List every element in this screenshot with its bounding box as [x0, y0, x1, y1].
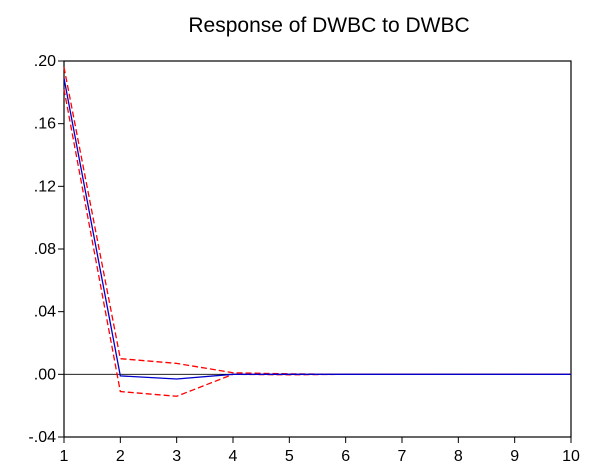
series-group	[63, 67, 571, 397]
x-tick-label: 2	[116, 448, 125, 465]
x-tick-label: 10	[562, 448, 580, 465]
series-line-upper-band	[63, 67, 571, 375]
x-tick-label: 1	[60, 448, 69, 465]
x-tick-label: 7	[398, 448, 407, 465]
series-line-lower-band	[63, 89, 571, 397]
y-tick-label: .16	[34, 116, 56, 133]
y-tick-label: .00	[34, 366, 56, 383]
y-tick-label: .20	[34, 53, 56, 70]
chart-title: Response of DWBC to DWBC	[188, 14, 469, 37]
x-tick-label: 4	[229, 448, 238, 465]
y-tick-label: .04	[34, 304, 56, 321]
series-line-response	[63, 78, 571, 380]
x-tick-label: 3	[172, 448, 181, 465]
y-tick-label: .08	[34, 241, 56, 258]
x-tick-label: 5	[285, 448, 294, 465]
y-tick-label: -.04	[28, 429, 56, 446]
y-axis: .20 .16 .12 .08 .04 .00 -.04	[28, 53, 64, 446]
x-tick-label: 9	[510, 448, 519, 465]
x-axis: 1 2 3 4 5 6 7 8 9 10	[60, 437, 580, 465]
y-tick-label: .12	[34, 178, 56, 195]
x-tick-label: 6	[341, 448, 350, 465]
plot-frame	[63, 60, 572, 438]
x-tick-label: 8	[454, 448, 463, 465]
